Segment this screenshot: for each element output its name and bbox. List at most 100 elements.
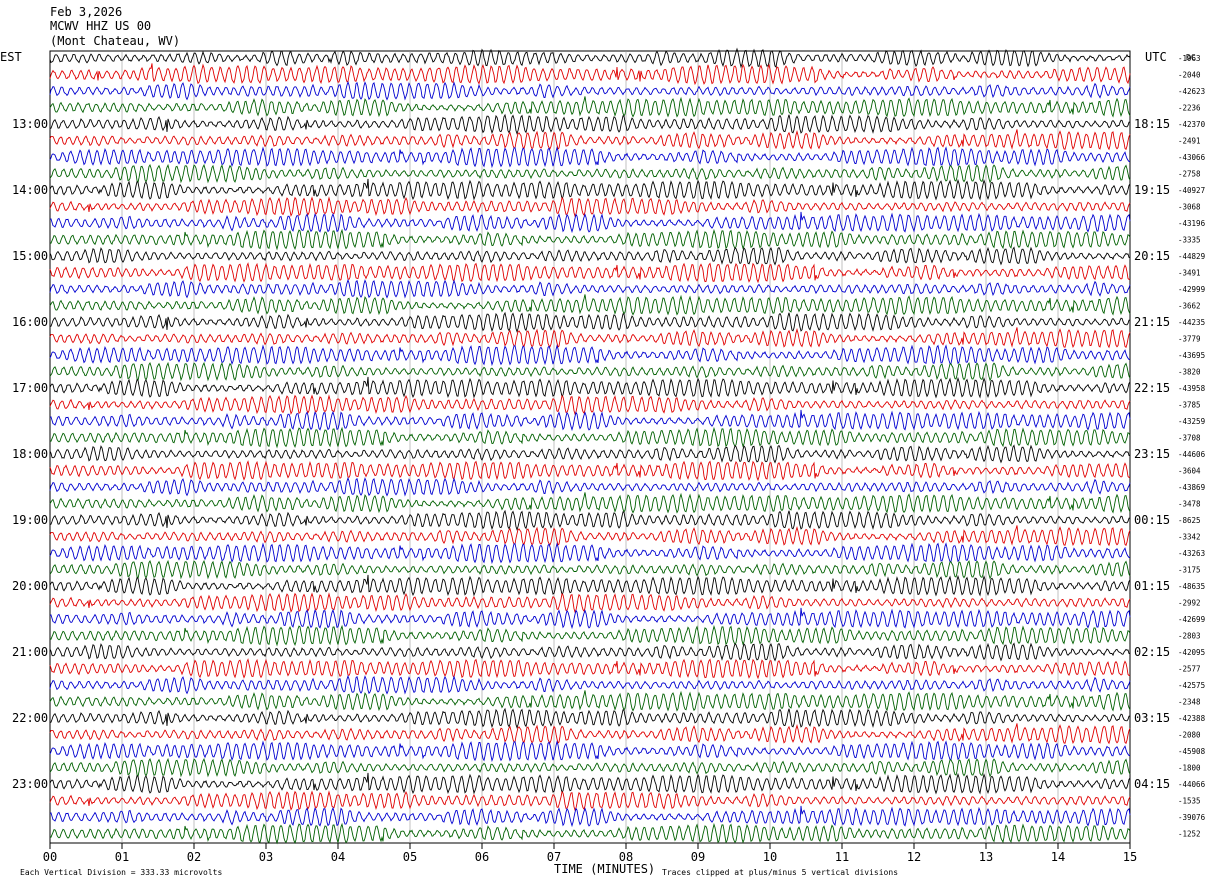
x-tick-label: 13 [979,850,993,864]
trace-row [49,211,1131,234]
dc-offset-value: -1535 [1178,797,1201,806]
utc-hour-label: 19:15 [1134,183,1170,197]
dc-offset-value: -2577 [1178,665,1201,674]
dc-offset-value: -42623 [1178,87,1205,96]
trace-row [49,772,1131,795]
dc-offset-header: DC [1186,53,1196,62]
dc-offset-value: -2236 [1178,104,1201,113]
trace-row [49,163,1131,184]
utc-hour-label: 00:15 [1134,513,1170,527]
trace-row [49,361,1131,382]
trace-row [49,96,1131,118]
est-hour-label: 17:00 [12,381,48,395]
dc-offset-value: -44235 [1178,318,1205,327]
dc-offset-value: -3342 [1178,533,1201,542]
dc-offset-value: -42999 [1178,285,1205,294]
trace-row [49,394,1131,416]
est-hour-labels: 13:00 14:00 15:00 16:00 17:00 18:00 19:00 20:00… [12,117,48,791]
dc-offset-value: -2040 [1178,71,1201,80]
x-tick-label: 12 [907,850,921,864]
est-hour-label: 16:00 [12,315,48,329]
dc-offset-value: -42095 [1178,648,1205,657]
dc-offset-value: -8625 [1178,516,1201,525]
trace-row [49,409,1131,432]
dc-offset-value: -43958 [1178,384,1206,393]
plot-frame [49,50,1131,844]
trace-row [49,707,1131,729]
trace-row [49,311,1131,333]
clip-note: Traces clipped at plus/minus 5 vertical … [662,868,898,877]
minute-gridlines [121,51,1059,843]
x-tick-label: 04 [331,850,345,864]
dc-offset-value: -3662 [1178,302,1201,311]
trace-row [49,525,1131,547]
trace-row [49,278,1131,299]
dc-offset-value: -3708 [1178,434,1201,443]
dc-offset-value: -44829 [1178,252,1205,261]
trace-row [49,426,1131,449]
trace-row [49,574,1131,597]
trace-row [49,327,1131,349]
x-tick-label: 08 [619,850,633,864]
trace-row [49,196,1131,218]
x-tick-label: 05 [403,850,417,864]
dc-offset-value: -1963 [1178,54,1201,63]
x-axis-ticks: 00 01 02 03 04 05 06 07 08 09 10 11 12 13 14 15 [43,843,1137,864]
trace-row [49,47,1131,69]
dc-offset-value: -3820 [1178,368,1201,377]
est-hour-label: 22:00 [12,711,48,725]
record-date: Feb 3,2026 [50,5,122,19]
trace-row [49,607,1131,630]
dc-offset-value: -42575 [1178,681,1205,690]
utc-hour-label: 20:15 [1134,249,1170,263]
x-tick-label: 06 [475,850,489,864]
utc-hour-label: 22:15 [1134,381,1170,395]
trace-row [49,624,1131,647]
x-tick-label: 01 [115,850,129,864]
dc-offset-value: -3068 [1178,203,1201,212]
dc-offset-value: -43066 [1178,153,1206,162]
right-timezone-label: UTC [1145,50,1167,64]
x-axis-title: TIME (MINUTES) [554,862,655,876]
trace-row [49,740,1131,763]
trace-row [49,113,1131,135]
dc-offset-value: -3478 [1178,500,1201,509]
dc-offset-value: -1252 [1178,830,1201,839]
dc-offset-value: -3491 [1178,269,1201,278]
trace-row [49,592,1131,614]
x-tick-label: 11 [835,850,849,864]
dc-offset-value: -43263 [1178,549,1205,558]
trace-row [49,80,1131,101]
trace-row [49,559,1131,580]
dc-offset-labels: -1963 -2040 -42623 -2236 -42370 -2491 -43066 -2… [1178,54,1206,839]
est-hour-label: 21:00 [12,645,48,659]
seismic-traces [49,47,1131,845]
trace-row [49,344,1131,367]
utc-hour-label: 04:15 [1134,777,1170,791]
dc-offset-value: -40927 [1178,186,1205,195]
utc-hour-label: 01:15 [1134,579,1170,593]
dc-offset-value: -2348 [1178,698,1201,707]
dc-offset-value: -45908 [1178,747,1206,756]
trace-row [49,642,1131,662]
est-hour-label: 23:00 [12,777,48,791]
trace-row [49,460,1131,482]
x-tick-label: 09 [691,850,705,864]
x-tick-label: 14 [1051,850,1065,864]
dc-offset-value: -44606 [1178,450,1206,459]
dc-offset-value: -3175 [1178,566,1201,575]
trace-row [49,822,1131,845]
trace-row [49,376,1131,399]
dc-offset-value: -2491 [1178,137,1201,146]
dc-offset-value: -3779 [1178,335,1201,344]
est-hour-label: 20:00 [12,579,48,593]
utc-hour-labels: 18:15 19:15 20:15 21:15 22:15 23:15 00:15 01:15… [1134,117,1170,791]
trace-row [49,542,1131,565]
dc-offset-value: -42699 [1178,615,1205,624]
trace-row [49,146,1131,169]
dc-offset-value: -44066 [1178,780,1206,789]
x-tick-label: 07 [547,850,561,864]
est-hour-label: 13:00 [12,117,48,131]
utc-hour-label: 23:15 [1134,447,1170,461]
